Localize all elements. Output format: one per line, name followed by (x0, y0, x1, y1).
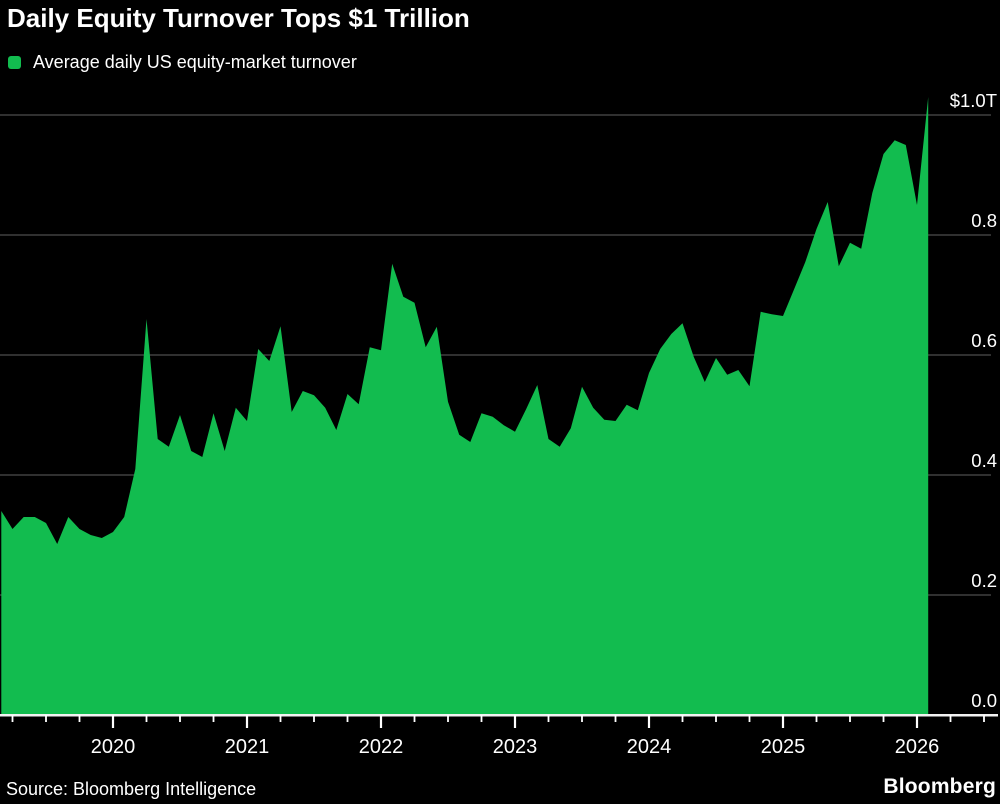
y-axis-label-0.4: 0.4 (971, 450, 997, 471)
x-axis-label-2026: 2026 (895, 736, 940, 758)
bloomberg-logo: Bloomberg (883, 775, 996, 798)
legend: Average daily US equity-market turnover (8, 52, 357, 73)
turnover-area-series (1, 97, 929, 715)
x-axis-label-2020: 2020 (91, 736, 136, 758)
x-axis-label-2023: 2023 (493, 736, 538, 758)
x-axis-label-2024: 2024 (627, 736, 672, 758)
chart-title: Daily Equity Turnover Tops $1 Trillion (7, 3, 470, 33)
y-axis-label-0.8: 0.8 (971, 210, 997, 231)
legend-label: Average daily US equity-market turnover (33, 52, 357, 72)
source-note: Source: Bloomberg Intelligence (6, 779, 257, 799)
y-axis-label-0.6: 0.6 (971, 330, 997, 351)
x-axis-label-2021: 2021 (225, 736, 270, 758)
x-axis-label-2025: 2025 (761, 736, 806, 758)
y-axis-label-0.2: 0.2 (971, 570, 997, 591)
legend-swatch-icon (8, 56, 21, 69)
y-axis-label-0.0: 0.0 (971, 690, 997, 711)
y-axis-label-$1.0T: $1.0T (950, 90, 997, 111)
x-axis-label-2022: 2022 (359, 736, 404, 758)
